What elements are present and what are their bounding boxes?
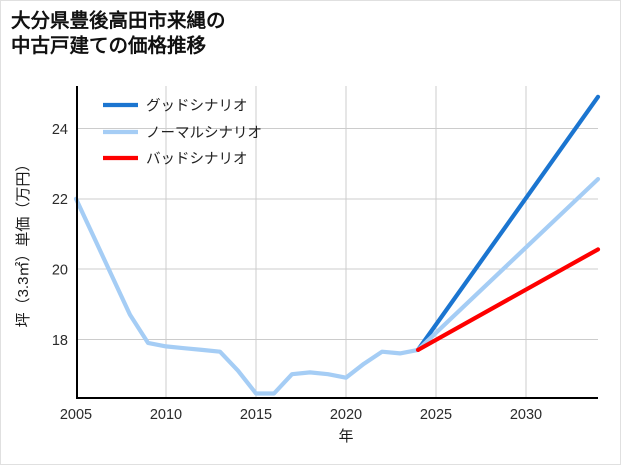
x-tick-label-2005: 2005 (60, 407, 92, 423)
series-historical-line (73, 196, 421, 396)
x-tick-label-2025: 2025 (420, 407, 452, 423)
x-tick-label-2030: 2030 (510, 407, 542, 423)
legend-item-good[interactable]: グッドシナリオ (103, 98, 248, 115)
x-tick-label-2020: 2020 (330, 407, 362, 423)
series-bad-scenario-line (415, 247, 601, 352)
y-tick-labels: 24 22 20 18 (52, 122, 68, 349)
series-good-scenario-line (415, 94, 601, 352)
y-tick-label-20: 20 (52, 263, 68, 279)
legend-item-normal[interactable]: ノーマルシナリオ (103, 126, 262, 142)
series-normal-scenario-line (415, 177, 601, 352)
legend-item-bad[interactable]: バッドシナリオ (103, 152, 248, 168)
y-tick-label-22: 22 (52, 192, 68, 208)
page-title: 大分県豊後高田市来縄の 中古戸建ての価格推移 (11, 10, 226, 57)
x-axis-title: 年 (338, 428, 353, 445)
grid-lines (76, 86, 598, 399)
legend-label-good: グッドシナリオ (146, 98, 248, 115)
legend-label-normal: ノーマルシナリオ (146, 126, 262, 142)
y-tick-label-24: 24 (52, 122, 68, 138)
chart-legend: グッドシナリオ ノーマルシナリオ バッドシナリオ (103, 98, 262, 168)
y-tick-label-18: 18 (52, 333, 68, 349)
x-tick-label-2015: 2015 (240, 407, 272, 423)
y-axis-title: 坪（3.3㎡）単価（万円） (15, 157, 32, 328)
axis-spines (75, 86, 598, 400)
legend-label-bad: バッドシナリオ (146, 152, 248, 168)
x-tick-labels: 2005 2010 2015 2020 2025 2030 (60, 407, 542, 423)
x-tick-label-2010: 2010 (150, 407, 182, 423)
